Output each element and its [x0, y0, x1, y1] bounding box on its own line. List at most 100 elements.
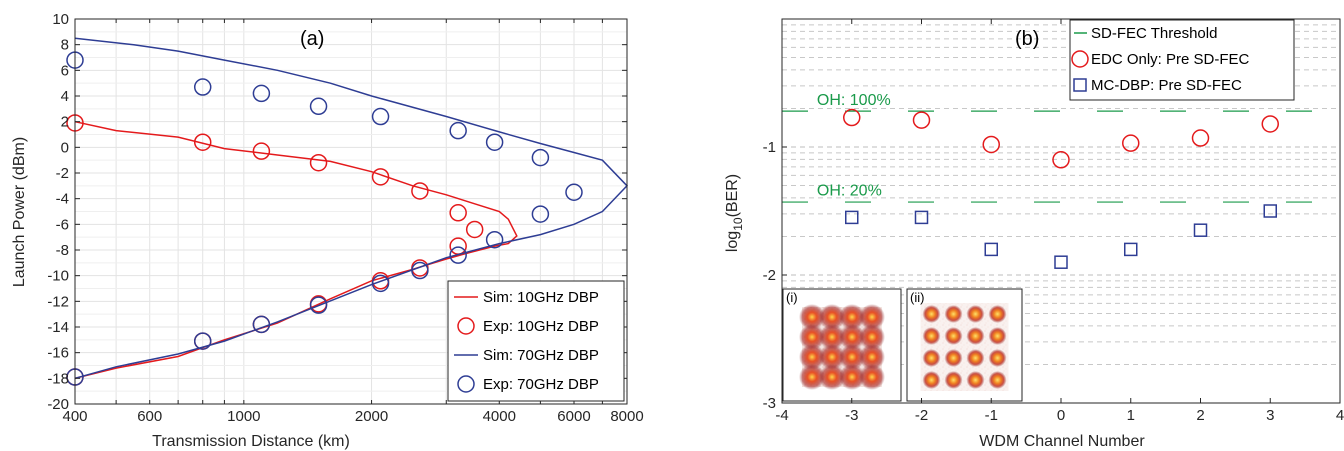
data-point: [1054, 255, 1068, 269]
data-point: [1122, 134, 1140, 152]
data-point: [411, 261, 429, 280]
constellation-point: [988, 327, 1007, 345]
x-tick-label: 600: [137, 408, 162, 425]
data-point: [193, 332, 212, 350]
data-point: [845, 210, 859, 225]
constellation-point: [799, 324, 825, 350]
legend-marker: [1071, 50, 1089, 68]
constellation-point: [839, 364, 865, 390]
constellation-point: [819, 344, 845, 370]
legend-label: Sim: 70GHz DBP: [483, 347, 599, 364]
panel-b-label: (b): [1015, 28, 1039, 50]
x-tick-label: 0: [1057, 407, 1065, 424]
constellation-point: [799, 304, 825, 330]
x-tick-label: 3: [1266, 407, 1274, 424]
data-point: [193, 78, 212, 96]
legend-label: Sim: 10GHz DBP: [483, 289, 599, 306]
y-tick-label: -8: [56, 242, 69, 259]
y-tick-label: -2: [763, 267, 776, 284]
panel-a-series: [66, 37, 629, 386]
constellation-point: [799, 344, 825, 370]
y-tick-label: -4: [56, 191, 69, 208]
data-point: [449, 121, 467, 140]
y-tick-label: 4: [61, 88, 69, 105]
constellation-point: [799, 364, 825, 390]
data-point: [449, 237, 467, 255]
data-point: [252, 142, 271, 160]
data-point: [371, 274, 390, 293]
panel-a-legend: Sim: 10GHz DBP Exp: 10GHz DBP Sim: 70GHz D…: [447, 280, 625, 402]
y-tick-label: -2: [56, 165, 69, 182]
data-point: [1124, 242, 1138, 257]
data-point: [485, 230, 504, 249]
y-tick-label: 2: [61, 114, 69, 131]
data-point: [371, 168, 390, 186]
y-tick-label: -16: [47, 345, 69, 362]
x-tick-label: 2: [1196, 407, 1204, 424]
y-tick-label: -6: [56, 216, 69, 233]
data-point: [565, 183, 583, 201]
data-point: [531, 148, 550, 167]
legend-label: Exp: 10GHz DBP: [483, 318, 599, 335]
inset-label: (ii): [910, 290, 924, 305]
data-point: [1052, 151, 1070, 169]
data-point: [309, 97, 328, 116]
x-tick-label: 2000: [355, 408, 388, 425]
panel-a-legend-box: [447, 280, 625, 402]
panel-a-label: (a): [300, 28, 324, 50]
panel-a-axes: [74, 18, 628, 405]
panel-b-x-axis-label: WDM Channel Number: [979, 433, 1145, 450]
constellation-point: [859, 344, 885, 370]
constellation-point: [819, 324, 845, 350]
constellation-point: [859, 304, 885, 330]
x-tick-label: 6000: [557, 408, 590, 425]
constellation-point: [944, 305, 963, 323]
data-point: [1191, 129, 1210, 147]
x-tick-label: -2: [915, 407, 928, 424]
x-tick-label: 4000: [483, 408, 516, 425]
y-tick-label: 0: [61, 139, 69, 156]
constellation-point: [988, 305, 1007, 323]
constellation-point: [819, 304, 845, 330]
data-point: [411, 182, 429, 200]
constellation-point: [944, 327, 963, 345]
series-line: [74, 120, 518, 380]
legend-label: MC-DBP: Pre SD-FEC: [1091, 77, 1242, 94]
panel-b-insets: (i) (ii): [782, 288, 1023, 402]
data-point: [982, 135, 1000, 154]
panel-b-y-axis-label: log10(BER): [724, 174, 745, 252]
y-tick-label: -18: [47, 370, 69, 387]
legend-label: Exp: 70GHz DBP: [483, 376, 599, 393]
constellation-point: [859, 364, 885, 390]
x-tick-label: -1: [985, 407, 998, 424]
data-point: [371, 107, 390, 126]
constellation-point: [944, 349, 963, 367]
constellation-point: [966, 371, 985, 389]
legend-marker: [457, 375, 475, 393]
constellation-point: [922, 305, 941, 323]
y-tick-label: -20: [47, 396, 69, 413]
legend-marker: [1073, 78, 1087, 92]
constellation-point: [988, 371, 1007, 389]
data-point: [309, 296, 328, 314]
x-tick-label: -3: [845, 407, 858, 424]
constellation-point: [839, 304, 865, 330]
constellation-point: [859, 324, 885, 350]
y-tick-label: -3: [763, 395, 776, 412]
overhead-annotation: OH: 100%: [817, 92, 891, 109]
x-tick-label: 400: [62, 408, 87, 425]
data-point: [449, 246, 467, 264]
data-point: [252, 315, 271, 334]
panel-b-series: OH: 100% OH: 20%: [782, 92, 1340, 269]
constellation-point: [966, 305, 985, 323]
data-point: [531, 205, 550, 223]
x-tick-label: -4: [775, 407, 788, 424]
data-point: [1263, 204, 1277, 218]
legend-label: EDC Only: Pre SD-FEC: [1091, 51, 1250, 68]
panel-b-legend: SD-FEC Threshold EDC Only: Pre SD-FEC MC-D…: [1069, 19, 1295, 101]
constellation-point: [819, 364, 845, 390]
data-point: [449, 204, 467, 222]
panel-b-legend-box: [1069, 19, 1295, 101]
data-point: [1193, 223, 1208, 237]
